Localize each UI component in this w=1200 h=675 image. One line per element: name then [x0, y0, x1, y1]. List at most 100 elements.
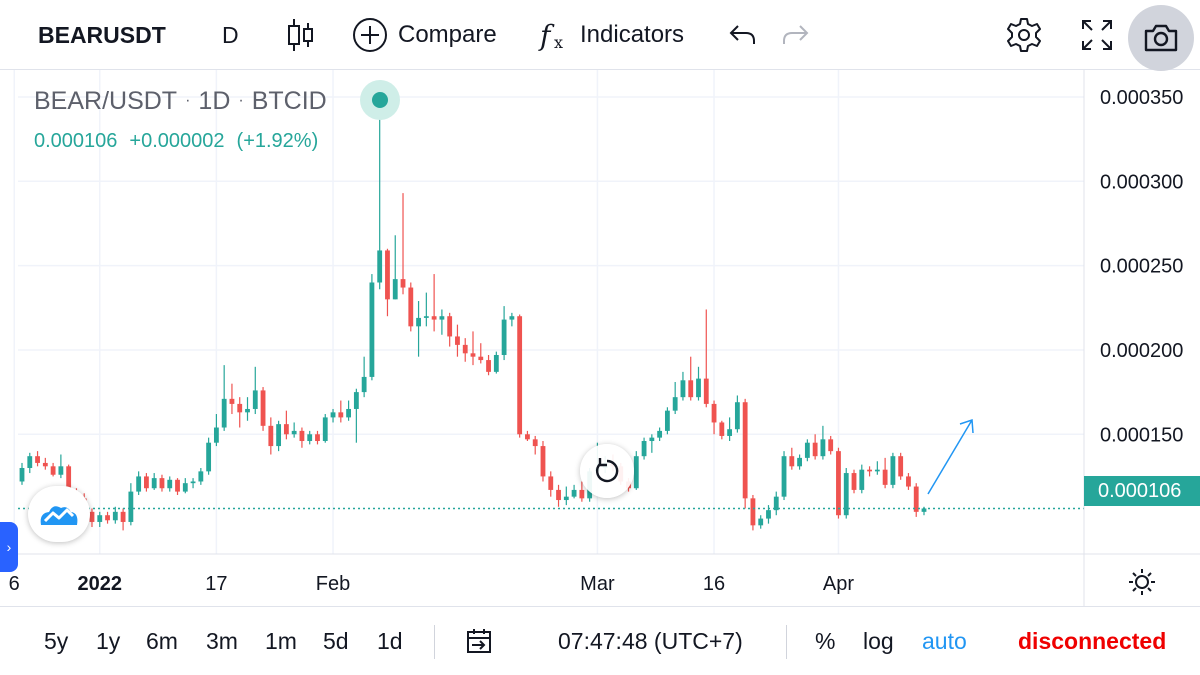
candle: [478, 343, 484, 364]
candle-body: [128, 491, 134, 522]
candle: [820, 425, 826, 460]
candle-body: [913, 486, 919, 512]
candle-body: [828, 439, 834, 452]
interval-button[interactable]: D: [222, 0, 239, 70]
candle-series: [19, 96, 927, 531]
candle-body: [548, 476, 554, 490]
candle-body: [649, 437, 655, 442]
sun-icon: [1129, 569, 1155, 595]
candle: [307, 430, 313, 445]
candle: [400, 193, 406, 295]
undo-button[interactable]: [728, 0, 758, 70]
candle-body: [478, 356, 484, 361]
candle: [291, 422, 297, 438]
reset-icon: [595, 458, 619, 483]
candle-body: [276, 424, 282, 447]
candle-body: [804, 442, 810, 458]
candle-body: [571, 489, 577, 497]
chart-type-button[interactable]: [286, 0, 316, 70]
price-axis-label: 0.000250: [1100, 256, 1183, 278]
legend-separator: ·: [238, 92, 244, 109]
candle-body: [812, 442, 818, 457]
reset-chart-button[interactable]: [580, 444, 634, 498]
candle: [633, 451, 639, 490]
side-panel-toggle[interactable]: ›: [0, 522, 18, 572]
log-scale-toggle[interactable]: log: [863, 628, 894, 654]
candle: [797, 454, 802, 470]
candle: [742, 398, 748, 509]
candle-body: [921, 508, 927, 512]
redo-button[interactable]: [780, 0, 810, 70]
candle-body: [97, 515, 103, 522]
candle: [664, 407, 670, 435]
fullscreen-button[interactable]: [1080, 0, 1114, 70]
candle-body: [501, 319, 507, 356]
compare-button[interactable]: Compare: [352, 0, 497, 70]
candle: [734, 395, 740, 433]
candle: [120, 508, 126, 531]
axis-settings-button[interactable]: [1126, 566, 1158, 598]
candle-body: [159, 478, 165, 489]
range-1y-button[interactable]: 1y: [96, 628, 121, 654]
candle-body: [742, 402, 748, 499]
range-1m-button[interactable]: 1m: [265, 628, 297, 654]
symbol-search-button[interactable]: BEARUSDT: [38, 0, 166, 70]
candle-body: [229, 398, 235, 404]
candle: [431, 274, 437, 332]
candle-body: [42, 462, 48, 467]
symbol-label: BEARUSDT: [38, 21, 166, 48]
candle: [711, 400, 717, 435]
range-5d-button[interactable]: 5d: [323, 628, 349, 654]
candle-body: [781, 456, 787, 497]
fullscreen-icon: [1082, 20, 1112, 50]
divider: [434, 625, 435, 659]
candle: [517, 314, 523, 438]
current-price-tag: 0.000106: [1084, 476, 1200, 506]
range-3m-button[interactable]: 3m: [206, 628, 238, 654]
candle-body: [563, 496, 569, 501]
candle-body: [525, 434, 530, 440]
candle: [260, 387, 266, 431]
clock-timezone[interactable]: 07:47:48 (UTC+7): [558, 628, 743, 654]
percent-scale-toggle[interactable]: %: [815, 628, 836, 654]
price-axis-label: 0.000200: [1100, 340, 1183, 362]
candle: [462, 338, 468, 362]
go-to-date-button[interactable]: [464, 607, 494, 675]
candle-body: [898, 456, 904, 477]
candle: [525, 430, 530, 442]
candle-body: [245, 408, 250, 413]
candle-body: [260, 390, 266, 426]
auto-scale-toggle[interactable]: auto: [922, 628, 967, 654]
range-1d-button[interactable]: 1d: [377, 628, 403, 654]
camera-icon: [1144, 24, 1178, 52]
range-6m-button[interactable]: 6m: [146, 628, 178, 654]
candle: [540, 441, 546, 482]
candle: [252, 366, 258, 415]
candle-body: [423, 316, 429, 318]
range-5y-button[interactable]: 5y: [44, 628, 69, 654]
tradingview-logo[interactable]: [28, 486, 90, 542]
candle: [167, 476, 173, 492]
candle-body: [797, 457, 802, 467]
candle-body: [400, 279, 406, 288]
candle-body: [540, 446, 546, 477]
candle-body: [556, 489, 561, 501]
settings-button[interactable]: [1005, 0, 1043, 70]
candlestick-chart[interactable]: 0.000150 0.000200 0.000250 0.000300 0.000350…: [0, 70, 1200, 606]
screenshot-button[interactable]: [1128, 5, 1194, 71]
candle: [338, 400, 344, 423]
candle: [501, 306, 507, 361]
candle-body: [657, 430, 663, 438]
candle-body: [322, 417, 328, 442]
market-status-indicator[interactable]: [360, 80, 400, 120]
undo-icon: [729, 25, 755, 44]
candle-body: [455, 336, 460, 345]
candle: [50, 462, 56, 477]
candle: [299, 427, 305, 448]
time-axis-label: Feb: [316, 573, 350, 595]
candle: [727, 417, 733, 442]
bottom-toolbar: 5y 1y 6m 3m 1m 5d 1d 07:47:48 (UTC+7) % …: [0, 606, 1200, 675]
